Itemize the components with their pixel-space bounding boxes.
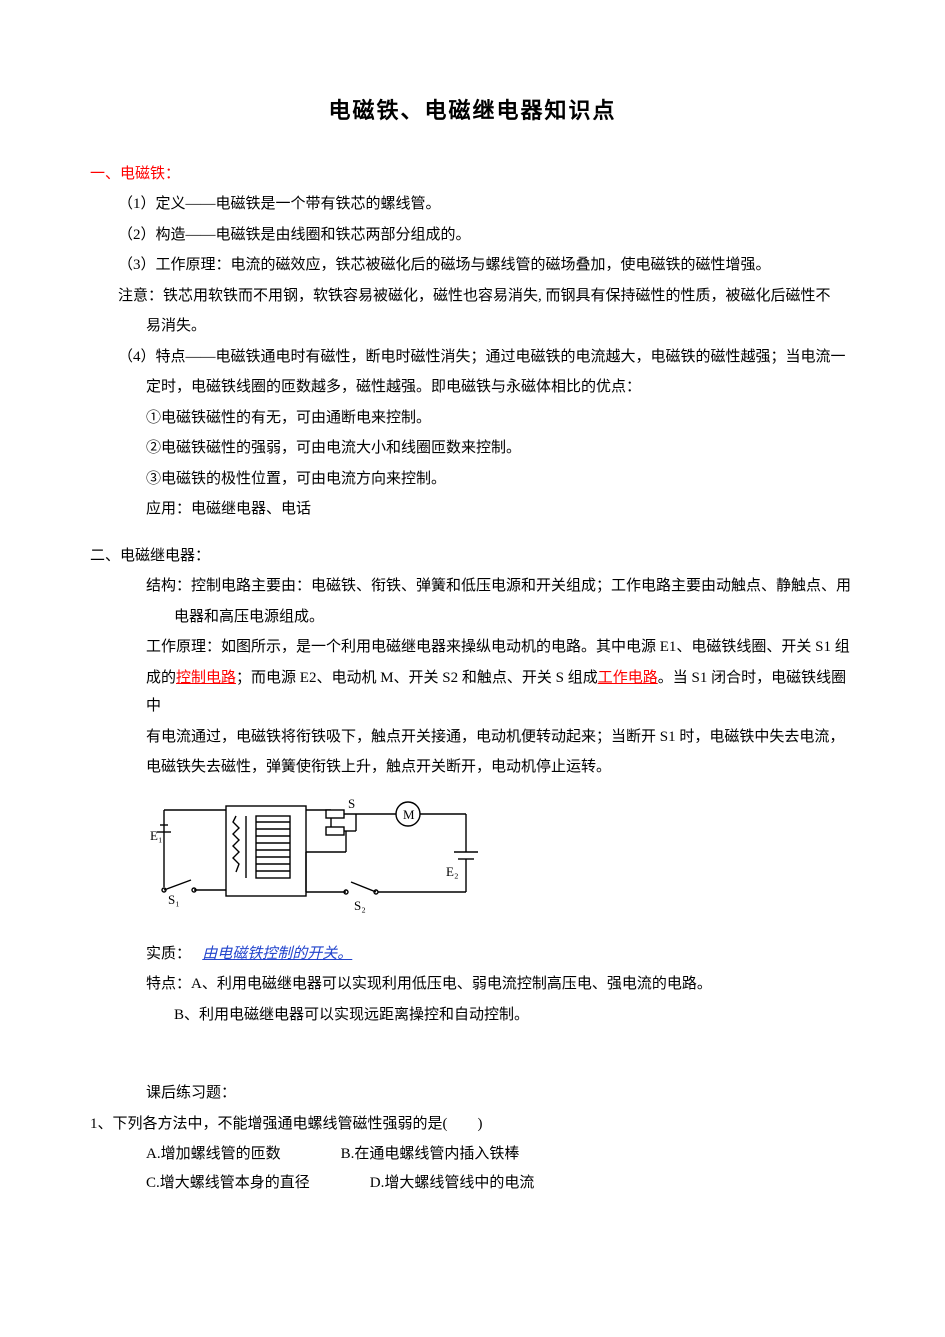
circuit-diagram: E₁ S₁ S M E₂ S₂ [146,792,486,932]
s1-p5c: ①电磁铁磁性的有无，可由通断电来控制。 [90,404,855,433]
s1-p3: （3）工作原理：电流的磁效应，铁芯被磁化后的磁场与螺线管的磁场叠加，使电磁铁的磁… [90,251,855,280]
exercise-q1: 1、下列各方法中，不能增强通电螺线管磁性强弱的是( ) [90,1110,855,1139]
page-title: 电磁铁、电磁继电器知识点 [90,90,855,132]
exercise-optA: A.增加螺线管的匝数 [146,1140,281,1169]
s2-p2b-mid: ；而电源 E2、电动机 M、开关 S2 和触点、开关 S 组成 [236,670,598,686]
s2-p2b-red2: 工作电路 [598,670,658,686]
diagram-label-s: S [348,796,355,811]
s1-p4b: 易消失。 [90,312,855,341]
s2-p2d: 电磁铁失去磁性，弹簧使衔铁上升，触点开关断开，电动机停止运转。 [90,753,855,782]
diagram-label-s1: S₁ [168,892,180,907]
essence-label: 实质： [146,946,191,962]
s2-p2a: 工作原理：如图所示，是一个利用电磁继电器来操纵电动机的电路。其中电源 E1、电磁… [90,633,855,662]
s2-p1b: 电器和高压电源组成。 [90,603,855,632]
s1-p1: （1）定义――电磁铁是一个带有铁芯的螺线管。 [90,190,855,219]
s2-essence: 实质： 由电磁铁控制的开关。 [90,940,855,969]
diagram-label-s2: S₂ [354,898,366,913]
s1-p6: 应用：电磁继电器、电话 [90,495,855,524]
section-2-heading: 二、电磁继电器： [90,542,855,571]
s1-p5b: 定时，电磁铁线圈的匝数越多，磁性越强。即电磁铁与永磁体相比的优点： [90,373,855,402]
diagram-label-m: M [403,807,415,822]
s2-p2c: 有电流通过，电磁铁将衔铁吸下，触点开关接通，电动机便转动起来；当断开 S1 时，… [90,723,855,752]
exercise-optC: C.增大螺线管本身的直径 [146,1169,310,1198]
s2-p2b-pre: 成的 [146,670,176,686]
s2-p3: 特点：A、利用电磁继电器可以实现利用低压电、弱电流控制高压电、强电流的电路。 [90,970,855,999]
essence-text: 由电磁铁控制的开关。 [202,946,352,962]
s2-p4: B、利用电磁继电器可以实现远距离操控和自动控制。 [90,1001,855,1030]
section-1-heading: 一、电磁铁： [90,160,855,189]
exercise-optD: D.增大螺线管线中的电流 [370,1169,535,1198]
s1-p4a: 注意：铁芯用软铁而不用钢，软铁容易被磁化，磁性也容易消失, 而钢具有保持磁性的性… [90,282,855,311]
s1-p5e: ③电磁铁的极性位置，可由电流方向来控制。 [90,465,855,494]
s1-p5a: （4）特点――电磁铁通电时有磁性，断电时磁性消失；通过电磁铁的电流越大，电磁铁的… [90,343,855,372]
s2-p2b: 成的控制电路；而电源 E2、电动机 M、开关 S2 和触点、开关 S 组成工作电… [90,664,855,721]
s2-p1a: 结构：控制电路主要由：电磁铁、衔铁、弹簧和低压电源和开关组成；工作电路主要由动触… [90,572,855,601]
s1-p5d: ②电磁铁磁性的强弱，可由电流大小和线圈匝数来控制。 [90,434,855,463]
exercise-optB: B.在通电螺线管内插入铁棒 [341,1140,520,1169]
exercise-heading: 课后练习题： [90,1079,855,1108]
diagram-label-e1: E₁ [150,828,162,843]
s2-p2b-red1: 控制电路 [176,670,236,686]
s1-p2: （2）构造――电磁铁是由线圈和铁芯两部分组成的。 [90,221,855,250]
diagram-label-e2: E₂ [446,864,458,879]
